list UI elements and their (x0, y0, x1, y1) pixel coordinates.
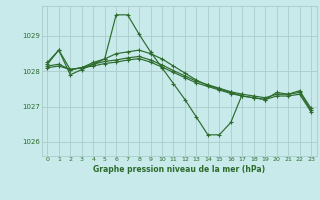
X-axis label: Graphe pression niveau de la mer (hPa): Graphe pression niveau de la mer (hPa) (93, 165, 265, 174)
